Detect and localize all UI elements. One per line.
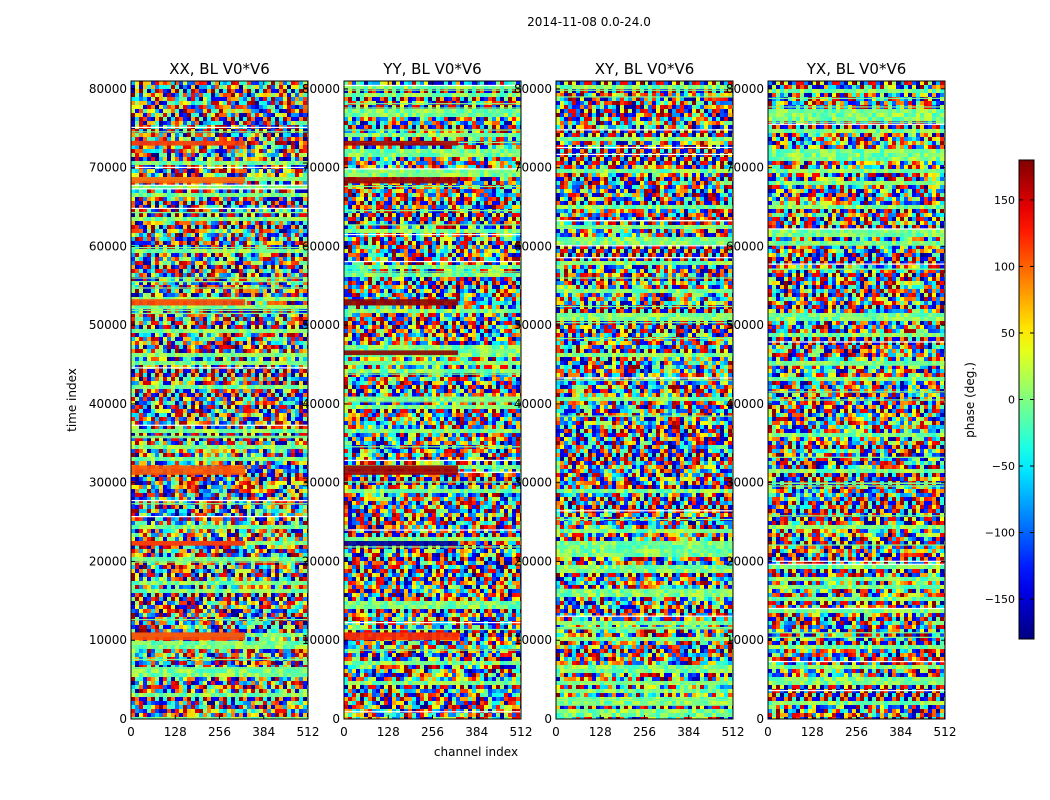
y-tick-label: 70000	[514, 161, 552, 175]
panel-yy: YY, BL V0*V6 0 128 256 384 512 0 10000 20000 3000…	[302, 60, 533, 739]
heatmap-image	[556, 81, 733, 719]
x-tick-label: 256	[633, 725, 656, 739]
band-yy-0	[344, 465, 459, 475]
heatmap-image	[131, 81, 308, 719]
x-tick-label: 256	[421, 725, 444, 739]
y-tick-label: 80000	[89, 82, 127, 96]
x-tick-label: 0	[340, 725, 348, 739]
y-tick-label: 70000	[726, 161, 764, 175]
colorbar-tick-label: 0	[1008, 394, 1015, 407]
band-xx-5	[131, 140, 246, 146]
x-tick-label: 0	[764, 725, 772, 739]
y-tick-label: 30000	[726, 476, 764, 490]
y-tick-label: 10000	[726, 633, 764, 647]
x-tick-label: 512	[934, 725, 957, 739]
band-yy-5	[344, 140, 459, 146]
y-tick-label: 0	[756, 712, 764, 726]
y-tick-label: 20000	[514, 554, 552, 568]
x-axis-label: channel index	[434, 745, 518, 759]
y-tick-label: 60000	[89, 239, 127, 253]
y-tick-label: 10000	[302, 633, 340, 647]
band-yy-1	[344, 540, 459, 546]
y-tick-label: 40000	[726, 397, 764, 411]
band-yy-3	[344, 350, 459, 356]
panel-xy: XY, BL V0*V6 0 128 256 384 512 0 10000 20000 3000…	[514, 60, 745, 739]
y-tick-label: 70000	[302, 161, 340, 175]
heatmap-image	[768, 81, 945, 719]
y-tick-label: 70000	[89, 161, 127, 175]
band-xx-4	[131, 177, 246, 184]
x-tick-label: 128	[377, 725, 400, 739]
panel-title: XY, BL V0*V6	[595, 60, 695, 78]
band-xx-1	[131, 540, 246, 546]
y-axis-label: time index	[65, 368, 79, 432]
colorbar-tick-label: −100	[985, 527, 1015, 540]
band-yy-2	[344, 299, 459, 306]
x-tick-label: 128	[589, 725, 612, 739]
x-tick-label: 256	[208, 725, 231, 739]
band-xx-0	[131, 632, 246, 641]
colorbar-tick-label: 150	[994, 194, 1015, 207]
y-tick-label: 20000	[89, 554, 127, 568]
colorbar-tick-label: −50	[992, 460, 1015, 473]
colorbar-tick-label: 50	[1001, 327, 1015, 340]
y-tick-label: 30000	[514, 476, 552, 490]
y-tick-label: 20000	[302, 554, 340, 568]
band-yy-4	[344, 177, 459, 184]
y-tick-label: 40000	[89, 397, 127, 411]
y-tick-label: 20000	[726, 554, 764, 568]
panels-group: XX, BL V0*V6 0 128 256 384 512 0 10000 20000 3000…	[89, 60, 957, 739]
y-tick-label: 0	[119, 712, 127, 726]
panel-title: XX, BL V0*V6	[169, 60, 270, 78]
y-tick-label: 40000	[514, 397, 552, 411]
y-tick-label: 60000	[302, 239, 340, 253]
panel-title: YY, BL V0*V6	[382, 60, 481, 78]
y-tick-label: 50000	[302, 318, 340, 332]
y-tick-label: 80000	[514, 82, 552, 96]
band-yy-6	[344, 632, 459, 641]
x-tick-label: 512	[297, 725, 320, 739]
y-tick-label: 50000	[514, 318, 552, 332]
x-tick-label: 256	[845, 725, 868, 739]
band-xx-2	[131, 465, 246, 475]
y-tick-label: 30000	[302, 476, 340, 490]
panel-xx: XX, BL V0*V6 0 128 256 384 512 0 10000 20000 3000…	[89, 60, 320, 739]
y-tick-label: 10000	[89, 633, 127, 647]
colorbar-tick-label: −150	[985, 593, 1015, 606]
x-tick-label: 0	[552, 725, 560, 739]
x-tick-label: 128	[801, 725, 824, 739]
y-tick-label: 10000	[514, 633, 552, 647]
panel-title: YX, BL V0*V6	[806, 60, 907, 78]
y-tick-label: 0	[544, 712, 552, 726]
y-tick-label: 60000	[514, 239, 552, 253]
x-tick-label: 384	[252, 725, 275, 739]
y-tick-label: 30000	[89, 476, 127, 490]
colorbar-tick-label: 100	[994, 260, 1015, 273]
x-tick-label: 384	[889, 725, 912, 739]
x-tick-label: 0	[127, 725, 135, 739]
x-tick-label: 384	[677, 725, 700, 739]
y-tick-label: 80000	[726, 82, 764, 96]
y-tick-label: 60000	[726, 239, 764, 253]
y-tick-label: 50000	[726, 318, 764, 332]
y-tick-label: 0	[332, 712, 340, 726]
x-tick-label: 512	[722, 725, 745, 739]
x-tick-label: 512	[510, 725, 533, 739]
y-tick-label: 50000	[89, 318, 127, 332]
x-tick-label: 384	[465, 725, 488, 739]
colorbar-label: phase (deg.)	[963, 362, 977, 438]
panel-yx: YX, BL V0*V6 0 128 256 384 512 0 10000 20000 3000…	[726, 60, 957, 739]
y-tick-label: 40000	[302, 397, 340, 411]
x-tick-label: 128	[164, 725, 187, 739]
colorbar: 150 100 50 0 −50 −100 −150 phase (deg.)	[963, 159, 1035, 640]
y-tick-label: 80000	[302, 82, 340, 96]
heatmap-image	[344, 81, 521, 719]
band-xx-3	[131, 299, 246, 306]
figure-suptitle: 2014-11-08 0.0-24.0	[527, 15, 651, 29]
